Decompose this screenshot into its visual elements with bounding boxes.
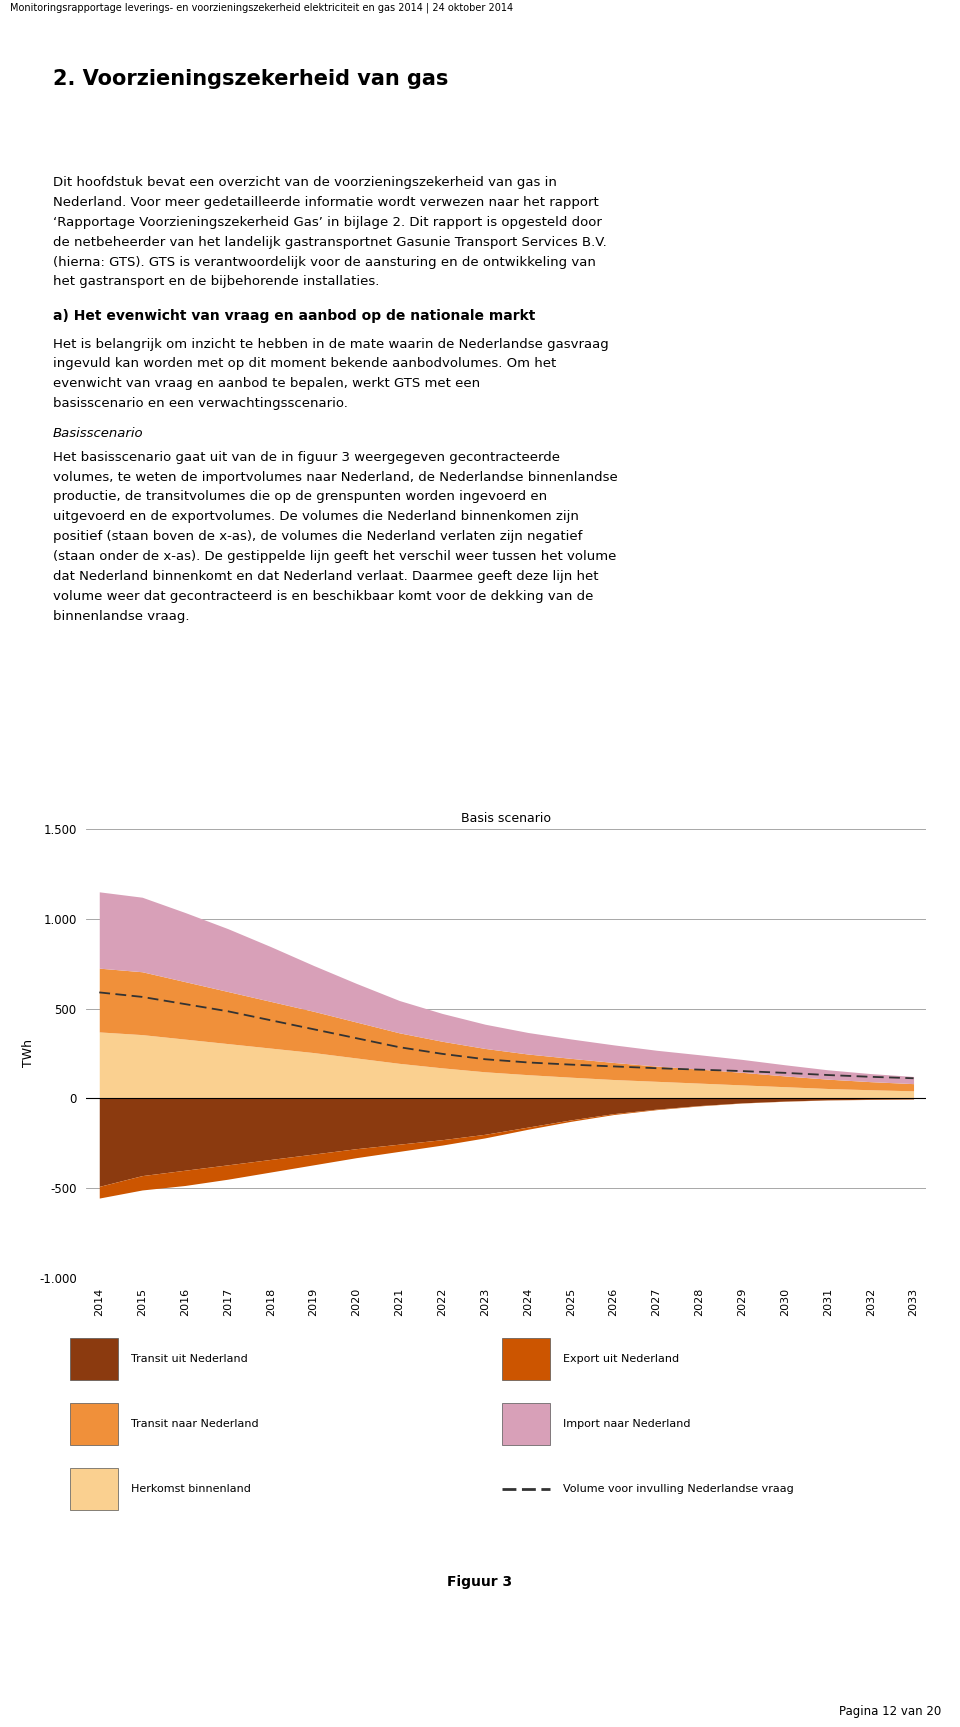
Text: (staan onder de x-as). De gestippelde lijn geeft het verschil weer tussen het vo: (staan onder de x-as). De gestippelde li… [53,549,616,563]
Text: de netbeheerder van het landelijk gastransportnet Gasunie Transport Services B.V: de netbeheerder van het landelijk gastra… [53,235,607,249]
Text: Dit hoofdstuk bevat een overzicht van de voorzieningszekerheid van gas in: Dit hoofdstuk bevat een overzicht van de… [53,176,557,190]
Bar [70,1338,117,1380]
Bar [70,1402,117,1445]
Text: Export uit Nederland: Export uit Nederland [563,1354,679,1364]
Text: Het is belangrijk om inzicht te hebben in de mate waarin de Nederlandse gasvraag: Het is belangrijk om inzicht te hebben i… [53,337,609,351]
Text: uitgevoerd en de exportvolumes. De volumes die Nederland binnenkomen zijn: uitgevoerd en de exportvolumes. De volum… [53,509,579,523]
Text: volumes, te weten de importvolumes naar Nederland, de Nederlandse binnenlandse: volumes, te weten de importvolumes naar … [53,470,617,484]
Text: Monitoringsrapportage leverings- en voorzieningszekerheid elektriciteit en gas 2: Monitoringsrapportage leverings- en voor… [10,3,513,14]
Text: (hierna: GTS). GTS is verantwoordelijk voor de aansturing en de ontwikkeling van: (hierna: GTS). GTS is verantwoordelijk v… [53,256,595,269]
Text: positief (staan boven de x-as), de volumes die Nederland verlaten zijn negatief: positief (staan boven de x-as), de volum… [53,530,582,544]
Y-axis label: TWh: TWh [22,1040,35,1067]
Text: evenwicht van vraag en aanbod te bepalen, werkt GTS met een: evenwicht van vraag en aanbod te bepalen… [53,376,480,390]
Text: Pagina 12 van 20: Pagina 12 van 20 [838,1705,941,1718]
Text: Transit uit Nederland: Transit uit Nederland [131,1354,248,1364]
Text: Nederland. Voor meer gedetailleerde informatie wordt verwezen naar het rapport: Nederland. Voor meer gedetailleerde info… [53,197,598,209]
Text: Het basisscenario gaat uit van de in figuur 3 weergegeven gecontracteerde: Het basisscenario gaat uit van de in fig… [53,451,560,465]
Text: het gastransport en de bijbehorende installaties.: het gastransport en de bijbehorende inst… [53,275,379,288]
Text: Import naar Nederland: Import naar Nederland [563,1420,690,1428]
Text: Volume voor invulling Nederlandse vraag: Volume voor invulling Nederlandse vraag [563,1483,793,1494]
Text: Herkomst binnenland: Herkomst binnenland [131,1483,251,1494]
Text: Transit naar Nederland: Transit naar Nederland [131,1420,258,1428]
Text: Figuur 3: Figuur 3 [447,1575,513,1589]
Text: basisscenario en een verwachtingsscenario.: basisscenario en een verwachtingsscenari… [53,397,348,411]
Text: ingevuld kan worden met op dit moment bekende aanbodvolumes. Om het: ingevuld kan worden met op dit moment be… [53,357,556,371]
Text: dat Nederland binnenkomt en dat Nederland verlaat. Daarmee geeft deze lijn het: dat Nederland binnenkomt en dat Nederlan… [53,570,598,584]
Text: binnenlandse vraag.: binnenlandse vraag. [53,610,189,623]
Text: ‘Rapportage Voorzieningszekerheid Gas’ in bijlage 2. Dit rapport is opgesteld do: ‘Rapportage Voorzieningszekerheid Gas’ i… [53,216,602,230]
Text: volume weer dat gecontracteerd is en beschikbaar komt voor de dekking van de: volume weer dat gecontracteerd is en bes… [53,589,593,603]
Text: 2. Voorzieningszekerheid van gas: 2. Voorzieningszekerheid van gas [53,69,448,90]
Bar [502,1402,550,1445]
Text: a) Het evenwicht van vraag en aanbod op de nationale markt: a) Het evenwicht van vraag en aanbod op … [53,309,535,323]
Bar [70,1468,117,1509]
Bar [502,1338,550,1380]
Text: productie, de transitvolumes die op de grenspunten worden ingevoerd en: productie, de transitvolumes die op de g… [53,490,547,504]
Text: Basisscenario: Basisscenario [53,427,143,440]
Title: Basis scenario: Basis scenario [462,812,551,826]
